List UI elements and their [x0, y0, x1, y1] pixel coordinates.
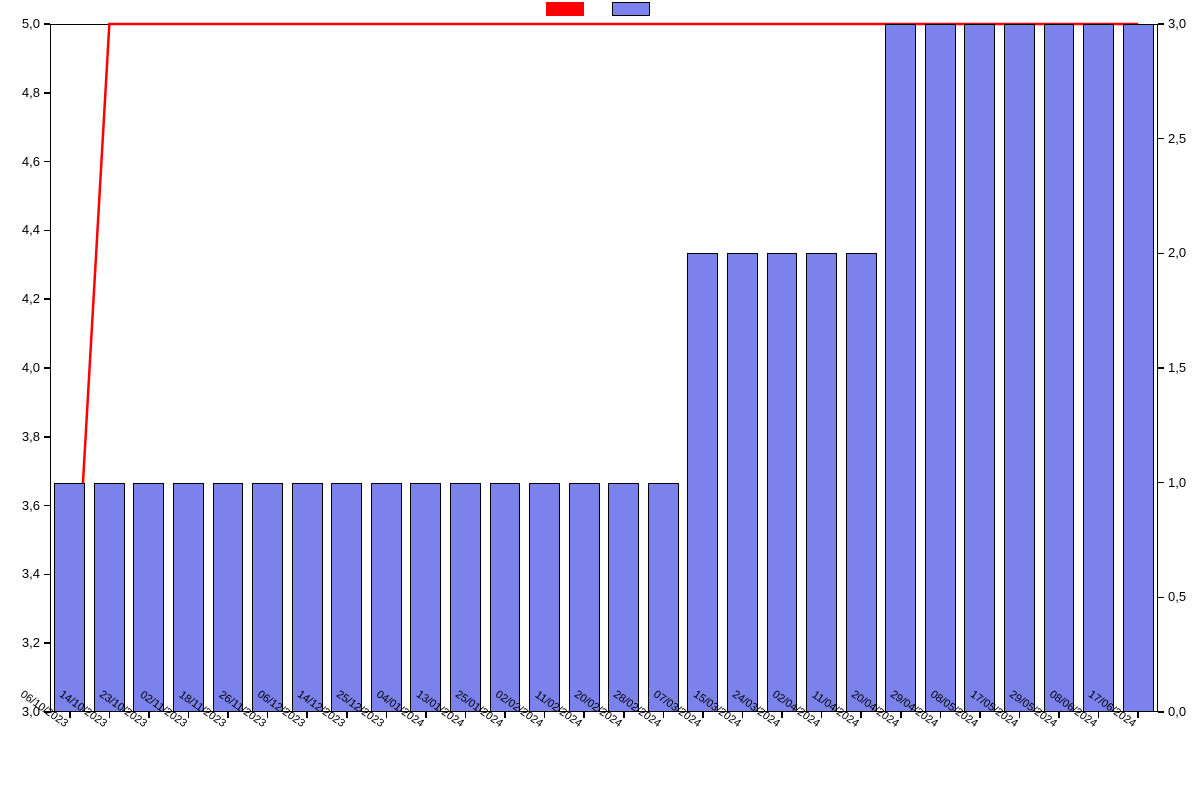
- y-right-tick-mark: [1158, 482, 1164, 484]
- bar: [806, 253, 837, 712]
- x-tick-mark: [979, 712, 981, 718]
- y-left-tick-mark: [44, 230, 50, 232]
- y-left-tick-mark: [44, 642, 50, 644]
- y-left-tick-label: 4,0: [22, 360, 40, 375]
- bar: [371, 483, 402, 712]
- bar: [885, 24, 916, 712]
- bar: [767, 253, 798, 712]
- bar: [608, 483, 639, 712]
- bar: [410, 483, 441, 712]
- y-left-tick-label: 5,0: [22, 16, 40, 31]
- x-tick-mark: [860, 712, 862, 718]
- bar: [1083, 24, 1114, 712]
- y-right-tick-label: 0,5: [1168, 589, 1186, 604]
- bar: [846, 253, 877, 712]
- bar: [925, 24, 956, 712]
- legend-swatch-line: [546, 2, 584, 16]
- y-left-tick-mark: [44, 574, 50, 576]
- x-tick-mark: [781, 712, 783, 718]
- bar: [331, 483, 362, 712]
- y-left-tick-label: 3,8: [22, 429, 40, 444]
- y-right-tick-label: 2,5: [1168, 131, 1186, 146]
- x-tick-mark: [1098, 712, 1100, 718]
- y-left-tick-mark: [44, 367, 50, 369]
- x-tick-mark: [663, 712, 665, 718]
- legend-swatch-bar: [612, 2, 650, 16]
- y-left-tick-label: 3,6: [22, 498, 40, 513]
- y-left-tick-mark: [44, 505, 50, 507]
- y-left-tick-mark: [44, 23, 50, 25]
- bar: [450, 483, 481, 712]
- bar: [292, 483, 323, 712]
- x-tick-mark: [900, 712, 902, 718]
- x-tick-mark: [227, 712, 229, 718]
- x-tick-mark: [1058, 712, 1060, 718]
- bar: [1044, 24, 1075, 712]
- x-tick-mark: [742, 712, 744, 718]
- y-left-tick-mark: [44, 298, 50, 300]
- y-right-tick-mark: [1158, 253, 1164, 255]
- bar: [54, 483, 85, 712]
- y-left-tick-label: 4,6: [22, 154, 40, 169]
- bar: [964, 24, 995, 712]
- bar: [252, 483, 283, 712]
- bar: [569, 483, 600, 712]
- y-left-tick-label: 3,4: [22, 566, 40, 581]
- bar: [648, 483, 679, 712]
- y-left-tick-mark: [44, 161, 50, 163]
- y-left-tick-label: 4,8: [22, 85, 40, 100]
- bar: [490, 483, 521, 712]
- legend-item-bar: [612, 2, 654, 16]
- x-tick-mark: [148, 712, 150, 718]
- x-tick-mark: [465, 712, 467, 718]
- y-right-tick-mark: [1158, 23, 1164, 25]
- bar: [94, 483, 125, 712]
- y-right-tick-label: 0,0: [1168, 704, 1186, 719]
- x-tick-mark: [267, 712, 269, 718]
- x-tick-mark: [544, 712, 546, 718]
- y-left-tick-mark: [44, 92, 50, 94]
- bar: [213, 483, 244, 712]
- y-right-tick-label: 2,0: [1168, 245, 1186, 260]
- y-right-tick-mark: [1158, 138, 1164, 140]
- y-left-tick-label: 4,4: [22, 222, 40, 237]
- x-tick-mark: [346, 712, 348, 718]
- x-tick-mark: [821, 712, 823, 718]
- legend-item-line: [546, 2, 588, 16]
- y-right-tick-label: 1,5: [1168, 360, 1186, 375]
- bar: [1123, 24, 1154, 712]
- x-tick-mark: [702, 712, 704, 718]
- x-tick-mark: [504, 712, 506, 718]
- x-tick-mark: [306, 712, 308, 718]
- y-right-tick-label: 3,0: [1168, 16, 1186, 31]
- bar: [727, 253, 758, 712]
- x-tick-mark: [109, 712, 111, 718]
- x-tick-mark: [188, 712, 190, 718]
- bar: [173, 483, 204, 712]
- y-right-tick-mark: [1158, 597, 1164, 599]
- x-tick-mark: [1019, 712, 1021, 718]
- legend: [546, 2, 654, 16]
- y-right-tick-mark: [1158, 367, 1164, 369]
- x-tick-mark: [940, 712, 942, 718]
- y-right-tick-mark: [1158, 711, 1164, 713]
- bar: [687, 253, 718, 712]
- bar: [133, 483, 164, 712]
- x-tick-mark: [583, 712, 585, 718]
- x-tick-mark: [1137, 712, 1139, 718]
- x-tick-mark: [425, 712, 427, 718]
- x-tick-mark: [386, 712, 388, 718]
- y-left-tick-label: 4,2: [22, 291, 40, 306]
- dual-axis-chart: 3,0 3,2 3,4 3,6 3,8 4,0 4,2 4,4 4,6 4,8 5,0 0,0 0,5 1…: [0, 0, 1200, 800]
- x-tick-mark: [623, 712, 625, 718]
- x-tick-mark: [69, 712, 71, 718]
- y-left-tick-mark: [44, 436, 50, 438]
- y-left-tick-label: 3,2: [22, 635, 40, 650]
- y-right-tick-label: 1,0: [1168, 475, 1186, 490]
- bar: [529, 483, 560, 712]
- bar: [1004, 24, 1035, 712]
